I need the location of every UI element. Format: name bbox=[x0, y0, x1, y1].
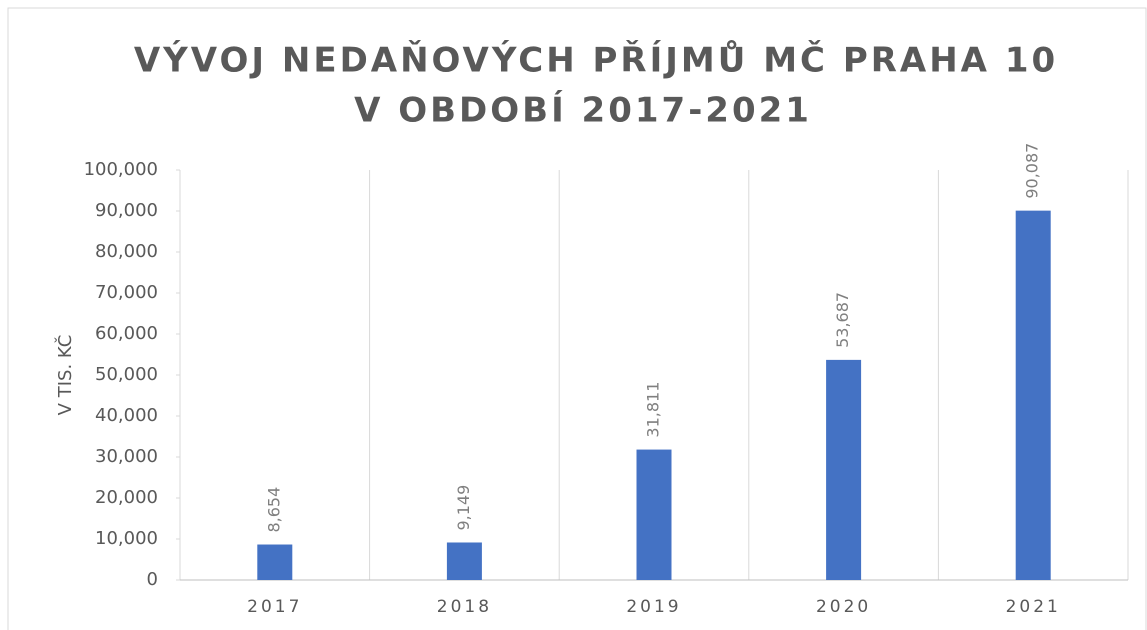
y-tick-label: 10,000 bbox=[95, 528, 158, 549]
data-label: 31,811 bbox=[644, 382, 663, 438]
y-tick-label: 90,000 bbox=[95, 200, 158, 221]
x-tick-label: 2018 bbox=[437, 597, 492, 617]
x-tick-label: 2021 bbox=[1006, 597, 1061, 617]
y-tick-label: 50,000 bbox=[95, 364, 158, 385]
bar bbox=[257, 544, 293, 580]
y-tick-label: 100,000 bbox=[84, 159, 158, 180]
chart-title: VÝVOJ NEDAŇOVÝCH PŘÍJMŮ MČ PRAHA 10 bbox=[134, 40, 1058, 81]
data-label: 53,687 bbox=[833, 292, 852, 348]
chart-frame bbox=[7, 7, 1147, 630]
bar bbox=[636, 449, 672, 580]
x-tick-label: 2019 bbox=[626, 597, 681, 617]
data-label: 8,654 bbox=[264, 487, 283, 533]
x-tick-label: 2017 bbox=[247, 597, 302, 617]
x-tick-label: 2020 bbox=[816, 597, 871, 617]
y-tick-label: 20,000 bbox=[95, 487, 158, 508]
data-label: 90,087 bbox=[1023, 143, 1042, 199]
y-tick-label: 70,000 bbox=[95, 282, 158, 303]
chart-title: V OBDOBÍ 2017-2021 bbox=[354, 90, 812, 131]
y-tick-label: 0 bbox=[147, 569, 158, 590]
y-tick-label: 80,000 bbox=[95, 241, 158, 262]
y-tick-label: 60,000 bbox=[95, 323, 158, 344]
bar bbox=[826, 359, 862, 580]
bar bbox=[1015, 210, 1051, 580]
y-tick-label: 30,000 bbox=[95, 446, 158, 467]
y-tick-label: 40,000 bbox=[95, 405, 158, 426]
bar bbox=[446, 542, 482, 580]
y-axis-label: V TIS. KČ bbox=[54, 335, 76, 416]
data-label: 9,149 bbox=[454, 485, 473, 531]
